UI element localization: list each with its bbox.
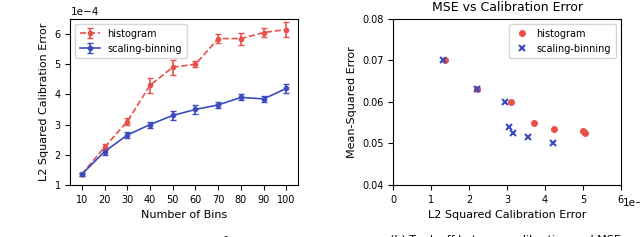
histogram [530, 121, 538, 124]
Y-axis label: Mean-Squared Error: Mean-Squared Error [347, 46, 356, 158]
scaling-binning [548, 142, 556, 145]
histogram [441, 59, 449, 62]
Title: MSE vs Calibration Error: MSE vs Calibration Error [431, 1, 582, 14]
scaling-binning [524, 136, 532, 139]
histogram [473, 88, 481, 91]
histogram [581, 132, 589, 134]
Text: (a) Effect of number of bins on $L^2$ calibration error.: (a) Effect of number of bins on $L^2$ ca… [42, 235, 326, 237]
Legend: histogram, scaling-binning: histogram, scaling-binning [509, 24, 616, 58]
Text: 1e−4: 1e−4 [623, 198, 640, 208]
Text: (b) Tradeoff between calibration and MSE.: (b) Tradeoff between calibration and MSE… [390, 235, 625, 237]
Y-axis label: L2 Squared Calibration Error: L2 Squared Calibration Error [39, 23, 49, 181]
scaling-binning [505, 125, 513, 128]
X-axis label: Number of Bins: Number of Bins [141, 210, 227, 220]
Legend: histogram, scaling-binning: histogram, scaling-binning [76, 24, 187, 58]
Line: histogram: histogram [442, 58, 588, 136]
scaling-binning [501, 100, 509, 103]
scaling-binning [439, 59, 447, 62]
scaling-binning [473, 88, 481, 91]
Text: 1e−4: 1e−4 [70, 7, 99, 17]
Line: scaling-binning: scaling-binning [439, 57, 556, 147]
histogram [579, 129, 587, 132]
scaling-binning [509, 132, 516, 134]
histogram [550, 128, 558, 130]
X-axis label: L2 Squared Calibration Error: L2 Squared Calibration Error [428, 210, 586, 220]
histogram [507, 100, 515, 103]
